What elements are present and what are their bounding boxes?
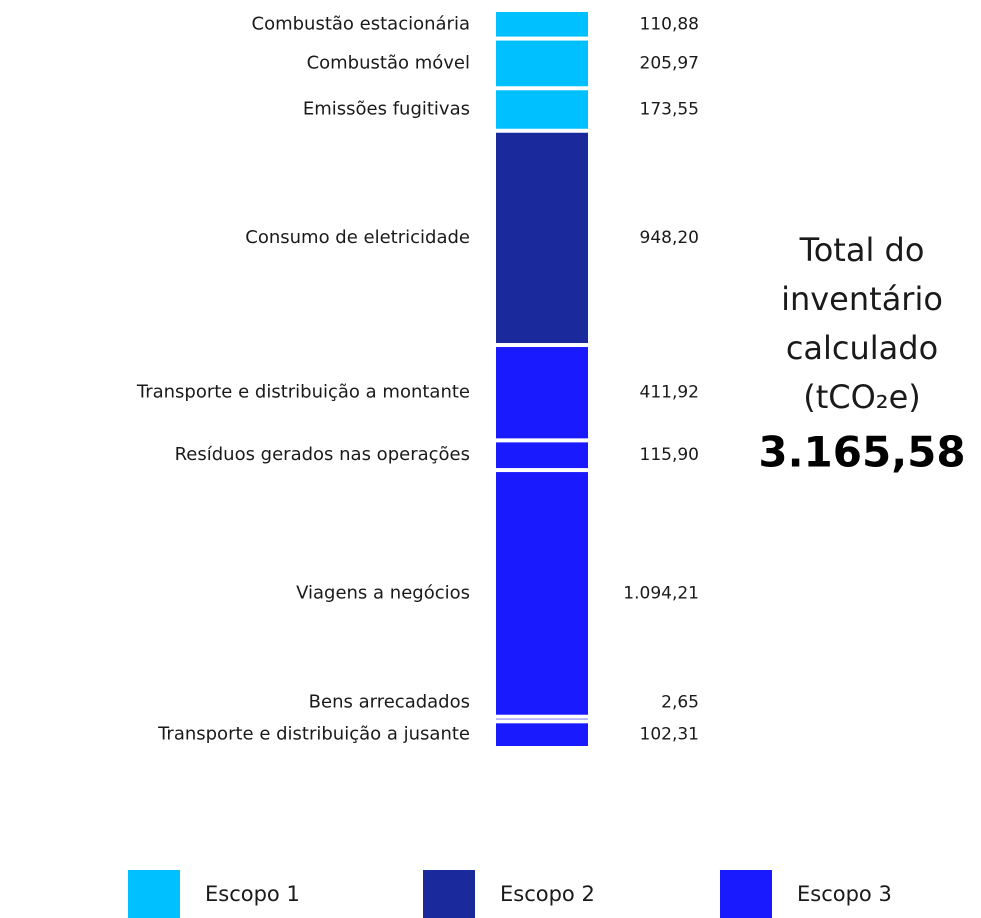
total-title: Total do xyxy=(799,231,925,269)
category-label: Emissões fugitivas xyxy=(303,99,470,120)
category-label: Combustão estacionária xyxy=(252,13,470,34)
category-label: Combustão móvel xyxy=(307,52,470,73)
legend-label: Escopo 3 xyxy=(797,882,892,906)
value-label: 2,65 xyxy=(661,693,699,713)
value-label: 102,31 xyxy=(640,725,699,745)
segment xyxy=(496,718,588,720)
legend-label: Escopo 1 xyxy=(205,882,300,906)
category-label: Transporte e distribuição a montante xyxy=(136,382,470,403)
segment xyxy=(496,347,588,439)
segment xyxy=(496,40,588,87)
total-title: calculado xyxy=(786,329,938,367)
value-label: 948,20 xyxy=(640,228,699,248)
value-label: 411,92 xyxy=(640,383,699,403)
value-label: 115,90 xyxy=(640,445,699,465)
total-title: (tCO₂e) xyxy=(803,378,921,416)
total-value: 3.165,58 xyxy=(758,428,965,477)
value-label: 205,97 xyxy=(640,53,699,73)
segment xyxy=(496,132,588,344)
category-label: Transporte e distribuição a jusante xyxy=(157,724,470,745)
value-label: 110,88 xyxy=(640,14,699,34)
segment xyxy=(496,12,588,37)
segment xyxy=(496,723,588,747)
segment xyxy=(496,472,588,715)
value-label: 1.094,21 xyxy=(623,583,699,603)
segment xyxy=(496,90,588,129)
category-label: Bens arrecadados xyxy=(309,692,470,713)
legend-swatch xyxy=(423,870,475,918)
value-label: 173,55 xyxy=(640,100,699,120)
segment xyxy=(496,442,588,469)
category-label: Viagens a negócios xyxy=(296,582,470,603)
legend-swatch xyxy=(720,870,772,918)
legend-label: Escopo 2 xyxy=(500,882,595,906)
legend-swatch xyxy=(128,870,180,918)
category-label: Resíduos gerados nas operações xyxy=(175,444,470,465)
total-title: inventário xyxy=(781,280,943,318)
category-label: Consumo de eletricidade xyxy=(245,227,470,248)
